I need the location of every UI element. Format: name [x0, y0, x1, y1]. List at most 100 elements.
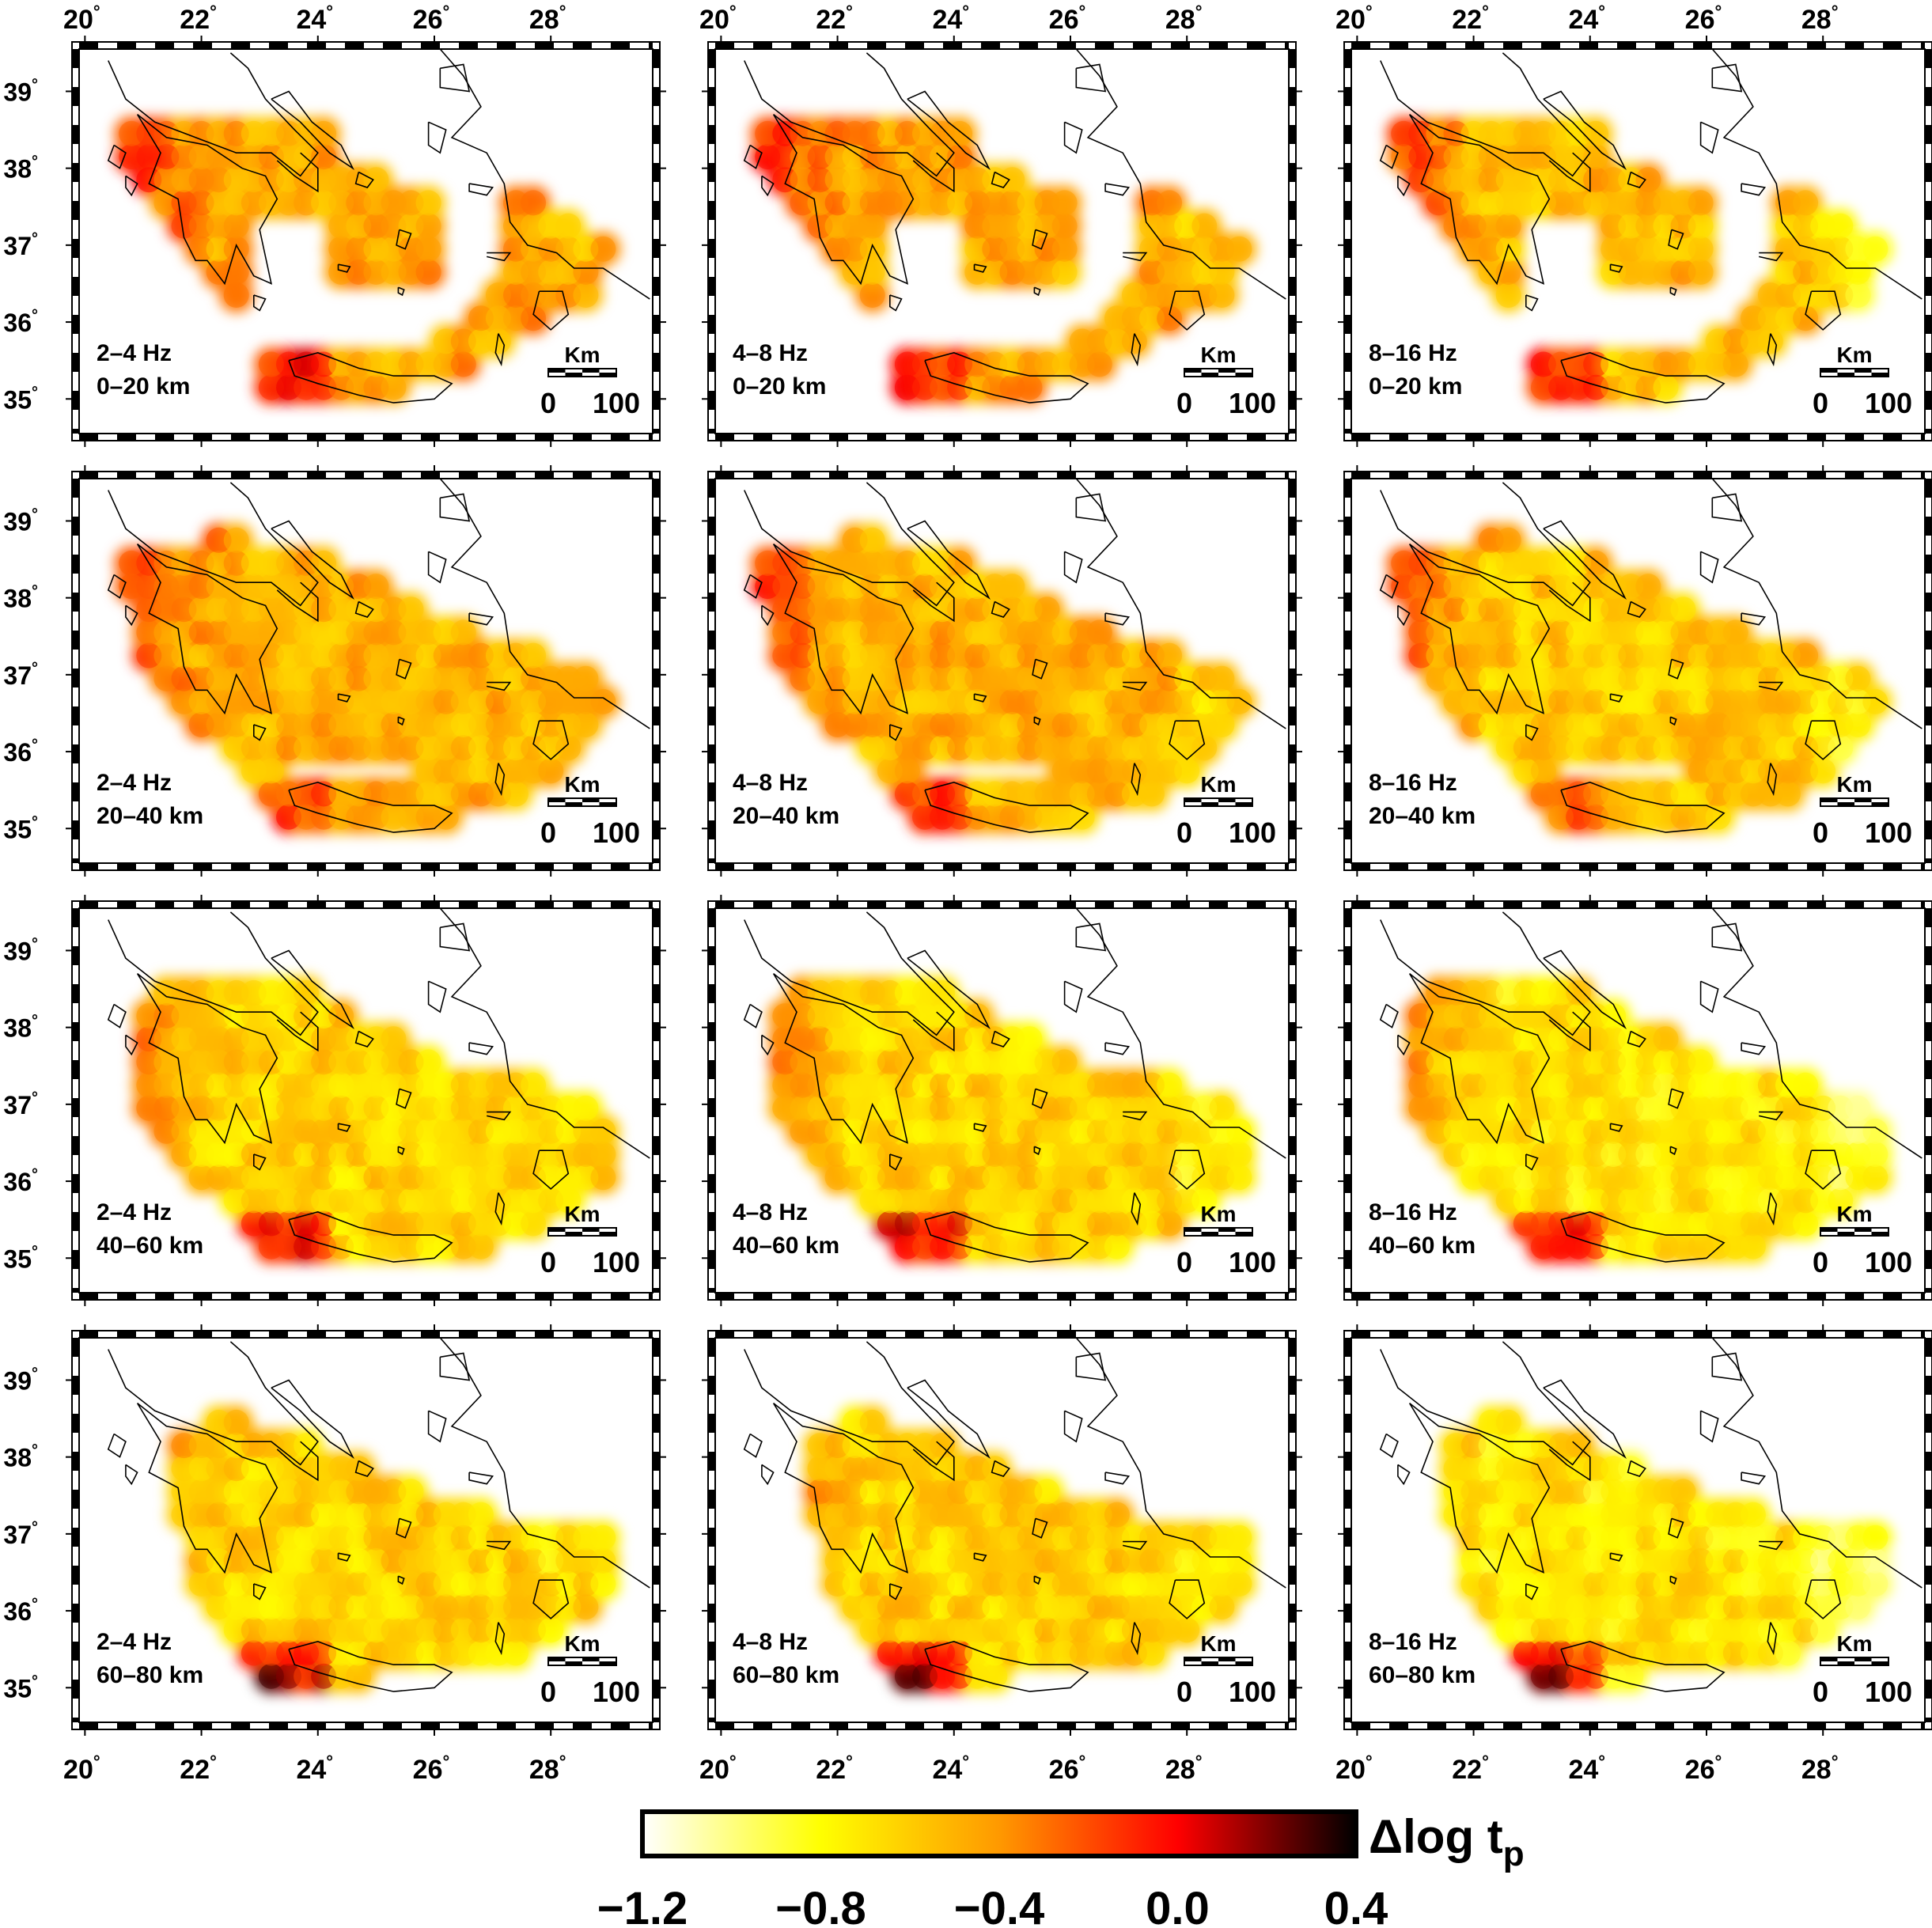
longitude-label: 20°: [699, 2, 737, 35]
latitude-label: 38°: [3, 1442, 38, 1472]
colorbar-label: Δlog tp: [1369, 1810, 1525, 1873]
axis-ticks: [1338, 1324, 1824, 1736]
scale-bar: Km 0 100: [540, 343, 640, 419]
depth-range-label: 0–20 km: [733, 373, 826, 400]
tomography-cells: [1386, 116, 1893, 405]
depth-range-label: 20–40 km: [733, 803, 839, 829]
scale-bar-unit: Km: [1836, 772, 1872, 797]
top-longitude-labels: 20° 22° 24° 26° 28° 20° 22° 24° 26° 28° 20° 22° 24° 2…: [63, 2, 1838, 35]
scale-bar: Km 0 100: [1813, 1202, 1912, 1278]
colorbar-tick-label: 0.4: [1324, 1883, 1388, 1928]
frequency-band-label: 8–16 Hz: [1369, 770, 1457, 796]
map-frame: [71, 41, 661, 441]
coastlines: [743, 908, 1286, 1263]
panel-label: 2–4 Hz 20–40 km: [97, 770, 203, 829]
longitude-label: 24°: [1568, 2, 1605, 35]
latitude-label: 35°: [3, 813, 38, 843]
scale-bar-unit: Km: [564, 343, 600, 367]
latitude-label: 35°: [3, 1243, 38, 1273]
depth-range-label: 20–40 km: [1369, 803, 1476, 829]
axis-ticks: [702, 895, 1302, 1306]
scale-bar: Km 0 100: [1813, 1631, 1912, 1708]
coastlines: [1379, 479, 1923, 833]
longitude-label: 28°: [529, 1752, 566, 1785]
longitude-label: 22°: [816, 2, 853, 35]
map-panel-2: 4–8 Hz 0–20 km Km 0 100: [702, 36, 1302, 447]
depth-range-label: 40–60 km: [1369, 1233, 1476, 1259]
scale-bar: Km 0 100: [540, 1631, 640, 1708]
colorbar-label-subscript: p: [1503, 1835, 1525, 1873]
frequency-band-label: 2–4 Hz: [97, 340, 172, 366]
longitude-label: 22°: [180, 1752, 217, 1785]
coastlines: [107, 49, 650, 403]
scale-bar-min-label: 0: [1176, 1676, 1192, 1708]
longitude-label: 20°: [63, 1752, 100, 1785]
scale-bar-min-label: 0: [1176, 387, 1192, 419]
latitude-label: 36°: [3, 737, 38, 767]
longitude-label: 28°: [1801, 2, 1839, 35]
map-frame: [1343, 900, 1932, 1301]
map-panel-10: 2–4 Hz 60–80 km Km 0 100: [66, 1324, 666, 1736]
longitude-label: 24°: [1568, 1752, 1605, 1785]
latitude-label: 38°: [3, 153, 38, 184]
latitude-label: 36°: [3, 1596, 38, 1626]
scale-bar-max-label: 100: [1229, 1676, 1276, 1708]
scale-bar-min-label: 0: [1176, 1246, 1192, 1278]
scale-bar-unit: Km: [1200, 1202, 1236, 1226]
longitude-label: 22°: [1452, 1752, 1489, 1785]
scale-bar-max-label: 100: [1865, 816, 1912, 849]
panel-label: 2–4 Hz 60–80 km: [97, 1629, 203, 1688]
panel-label: 8–16 Hz 60–80 km: [1369, 1629, 1476, 1688]
latitude-label: 36°: [3, 307, 38, 337]
longitude-label: 26°: [413, 1752, 450, 1785]
longitude-label: 24°: [296, 1752, 333, 1785]
latitude-label: 39°: [3, 76, 38, 106]
coastlines: [1379, 49, 1923, 403]
depth-range-label: 60–80 km: [733, 1662, 839, 1688]
panel-label: 8–16 Hz 40–60 km: [1369, 1199, 1476, 1259]
frequency-band-label: 8–16 Hz: [1369, 340, 1457, 366]
map-frame: [707, 1330, 1297, 1730]
depth-range-label: 20–40 km: [97, 803, 203, 829]
map-panel-5: 4–8 Hz 20–40 km Km 0 100: [702, 465, 1302, 877]
frequency-band-label: 2–4 Hz: [97, 1199, 172, 1225]
longitude-label: 22°: [1452, 2, 1489, 35]
map-panel-11: 4–8 Hz 60–80 km Km 0 100: [702, 1324, 1302, 1736]
scale-bar-max-label: 100: [1229, 387, 1276, 419]
scale-bar-max-label: 100: [1865, 1246, 1912, 1278]
map-frame: [71, 900, 661, 1301]
axis-ticks: [66, 895, 666, 1306]
panel-label: 4–8 Hz 20–40 km: [733, 770, 839, 829]
longitude-label: 26°: [413, 2, 450, 35]
longitude-label: 24°: [932, 2, 969, 35]
depth-range-label: 60–80 km: [1369, 1662, 1476, 1688]
panel-label: 4–8 Hz 60–80 km: [733, 1629, 839, 1688]
latitude-label: 39°: [3, 506, 38, 536]
longitude-label: 20°: [63, 2, 100, 35]
panel-label: 4–8 Hz 40–60 km: [733, 1199, 839, 1259]
colorbar-fill: [640, 1809, 1358, 1858]
longitude-label: 28°: [1801, 1752, 1839, 1785]
tomography-cells: [750, 522, 1257, 835]
frequency-band-label: 4–8 Hz: [733, 1199, 808, 1225]
latitude-label: 37°: [3, 1519, 38, 1549]
longitude-label: 26°: [1685, 1752, 1722, 1785]
longitude-label: 28°: [1165, 1752, 1203, 1785]
scale-bar: Km 0 100: [1176, 1202, 1276, 1278]
axis-ticks: [1338, 36, 1824, 447]
frequency-band-label: 4–8 Hz: [733, 1629, 808, 1655]
axis-ticks: [66, 465, 666, 877]
panel-label: 2–4 Hz 0–20 km: [97, 340, 190, 400]
panel-label: 8–16 Hz 0–20 km: [1369, 340, 1462, 400]
latitude-label: 35°: [3, 384, 38, 414]
panel-label: 8–16 Hz 20–40 km: [1369, 770, 1476, 829]
depth-range-label: 40–60 km: [733, 1233, 839, 1259]
scale-bar-unit: Km: [564, 1631, 600, 1656]
panel-label: 2–4 Hz 40–60 km: [97, 1199, 203, 1259]
axis-ticks: [702, 1324, 1302, 1736]
axis-ticks: [1338, 465, 1824, 877]
scale-bar-unit: Km: [1200, 772, 1236, 797]
frequency-band-label: 2–4 Hz: [97, 1629, 172, 1655]
colorbar-tick-label: 0.0: [1146, 1883, 1210, 1928]
